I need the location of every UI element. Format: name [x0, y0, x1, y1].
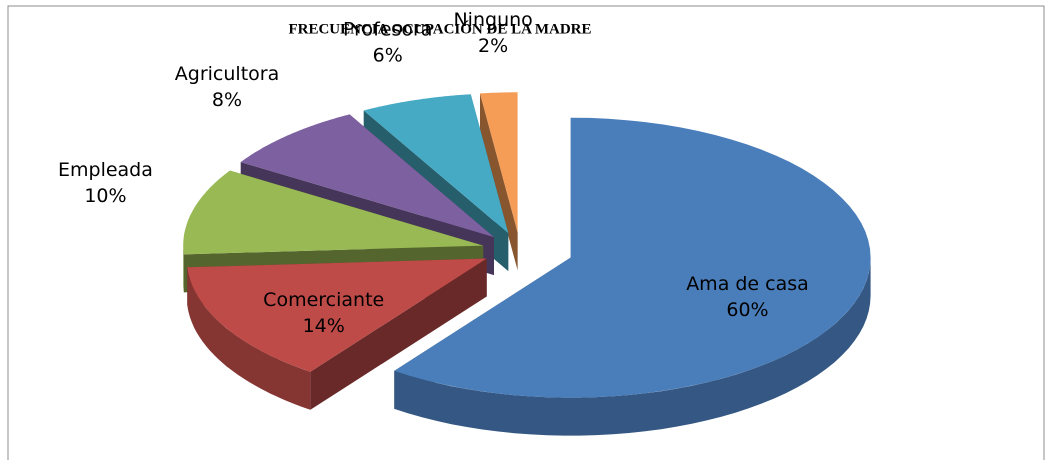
slice — [187, 258, 487, 372]
slice-wall — [187, 267, 311, 410]
data-label-category: Profesora — [343, 19, 433, 41]
slice — [183, 170, 484, 255]
slice-side — [480, 93, 518, 271]
data-label-category: Empleada — [58, 159, 153, 181]
slice — [480, 92, 518, 233]
slice-wall — [183, 245, 184, 293]
slice — [394, 117, 871, 398]
chart-title: FRECUENCIA OCUPACIÓN DE LA MADRE — [288, 20, 591, 37]
data-label-value: 14% — [303, 315, 345, 337]
data-label-value: 8% — [212, 89, 242, 111]
data-label-value: 60% — [726, 299, 768, 321]
data-label-value: 10% — [84, 185, 126, 207]
data-label-value: 2% — [478, 35, 508, 57]
data-label-value: 6% — [373, 45, 403, 67]
data-label-category: Ama de casa — [686, 273, 809, 295]
data-label-category: Agricultora — [175, 63, 279, 85]
slice — [363, 94, 509, 234]
data-label-category: Ninguno — [453, 9, 532, 31]
data-label-category: Comerciante — [263, 289, 384, 311]
slice — [240, 114, 494, 238]
slice-wall — [394, 257, 871, 436]
